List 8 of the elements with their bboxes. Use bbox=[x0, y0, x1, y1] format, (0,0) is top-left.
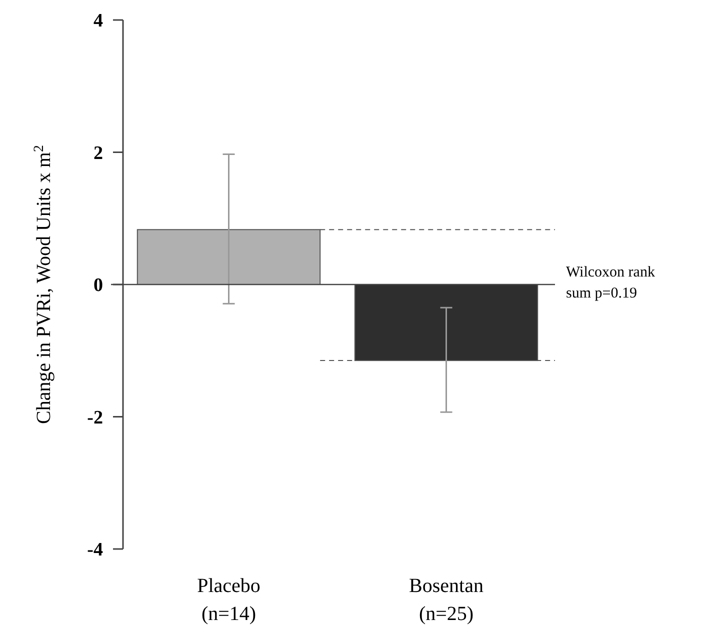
text: Wilcoxon rank sum p=0.19 bbox=[566, 264, 656, 302]
y-tick-label: 4 bbox=[94, 10, 104, 32]
x-tick-label: Bosentan (n=25) bbox=[409, 575, 484, 625]
y-tick-label: 2 bbox=[94, 142, 103, 164]
y-tick-label: 0 bbox=[94, 275, 103, 296]
y-tick-label: -4 bbox=[87, 540, 104, 561]
y-tick-label: -2 bbox=[87, 407, 103, 428]
x-tick-label: Placebo (n=14) bbox=[197, 575, 260, 625]
